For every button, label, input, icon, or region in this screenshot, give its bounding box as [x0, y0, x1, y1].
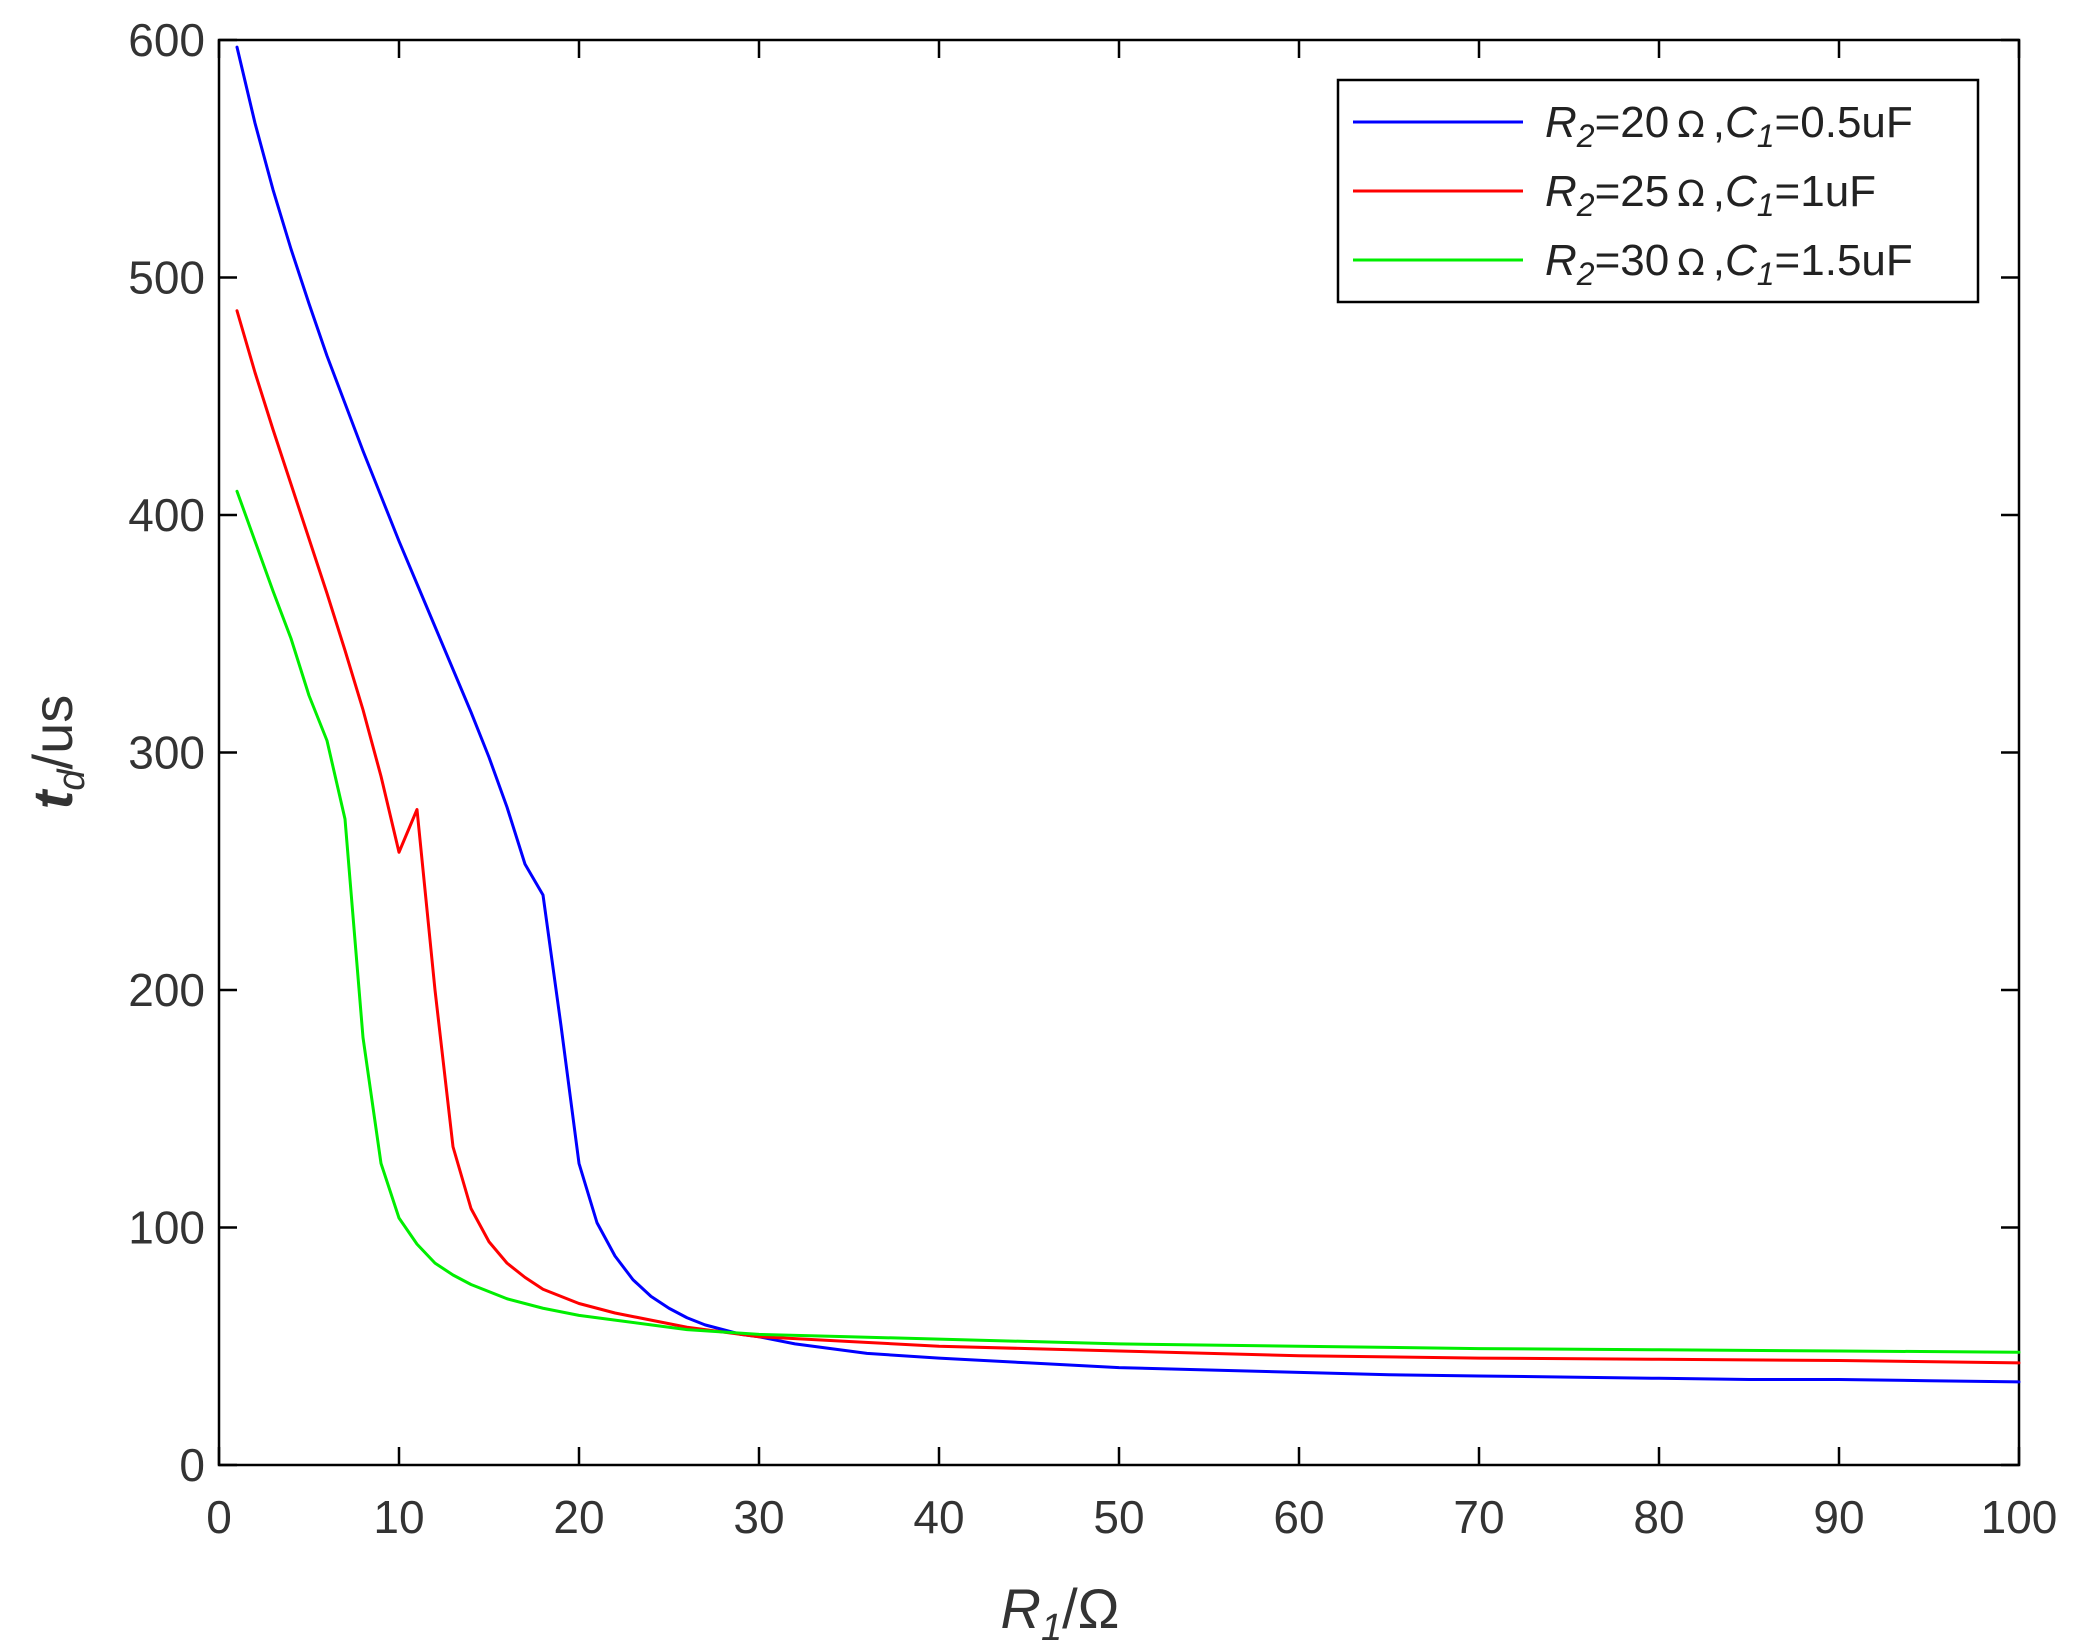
series-line-2	[235, 309, 2021, 1365]
legend-entry-1: R2=20 Ω ,C1=0.5uF	[1545, 98, 1913, 154]
x-tick-label-7: 70	[1453, 1491, 1504, 1543]
x-tick-label-9: 90	[1813, 1491, 1864, 1543]
y-tick-label-2: 200	[128, 964, 205, 1016]
series-line-3	[235, 489, 2021, 1354]
x-axis-label: R1/Ω	[1000, 1577, 1119, 1649]
x-tick-label-6: 60	[1273, 1491, 1324, 1543]
y-axis-label: td/us	[21, 695, 93, 810]
series-lines	[235, 45, 2021, 1384]
legend: R2=20 Ω ,C1=0.5uF R2=25 Ω ,C1=1uF R2=30 Ω ,C1=…	[1336, 78, 1980, 304]
y-tick-label-0: 0	[179, 1439, 205, 1491]
x-tick-label-4: 40	[913, 1491, 964, 1543]
y-tick-labels: 0 100 200 300 400 500 600	[128, 14, 205, 1491]
x-tick-label-2: 20	[553, 1491, 604, 1543]
y-tick-label-6: 600	[128, 14, 205, 66]
y-tick-label-4: 400	[128, 489, 205, 541]
legend-entry-2: R2=25 Ω ,C1=1uF	[1545, 167, 1876, 223]
y-tick-label-1: 100	[128, 1202, 205, 1254]
y-tick-label-3: 300	[128, 727, 205, 779]
axis-ticks	[217, 38, 2021, 1467]
x-tick-label-1: 10	[373, 1491, 424, 1543]
x-tick-label-3: 30	[733, 1491, 784, 1543]
y-tick-label-5: 500	[128, 252, 205, 304]
legend-entry-3: R2=30 Ω ,C1=1.5uF	[1545, 236, 1913, 292]
x-tick-label-5: 50	[1093, 1491, 1144, 1543]
series-line-1	[235, 45, 2021, 1384]
x-tick-label-0: 0	[206, 1491, 232, 1543]
x-tick-label-10: 100	[1981, 1491, 2058, 1543]
x-tick-label-8: 80	[1633, 1491, 1684, 1543]
x-tick-labels: 0 10 20 30 40 50 60 70 80 90 100	[206, 1491, 2057, 1543]
